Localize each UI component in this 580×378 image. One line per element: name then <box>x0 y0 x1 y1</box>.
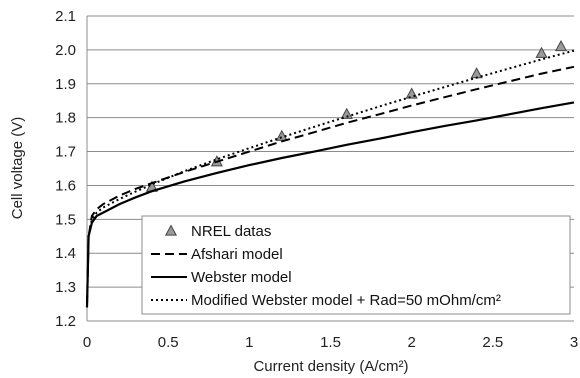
nrel-data-point <box>554 39 568 52</box>
legend-swatch-nrel <box>164 224 178 236</box>
x-tick-label: 2.5 <box>482 334 503 351</box>
legend-label: NREL datas <box>191 223 271 240</box>
y-axis-label: Cell voltage (V) <box>9 117 26 220</box>
y-tick-label: 1.7 <box>55 144 76 161</box>
x-tick-label: 0.5 <box>158 334 179 351</box>
y-tick-labels: 1.2 1.3 1.4 1.5 1.6 1.7 1.8 1.9 2.0 2.1 <box>55 8 76 330</box>
legend-label: Afshari model <box>191 246 283 263</box>
legend-label: Webster model <box>191 269 292 286</box>
x-tick-label: 1 <box>245 334 253 351</box>
afshari-model-line <box>86 65 575 305</box>
y-tick-label: 1.4 <box>55 245 76 262</box>
legend-box <box>141 215 571 315</box>
y-tick-label: 1.3 <box>55 279 76 296</box>
y-tick-label: 1.9 <box>55 76 76 93</box>
x-tick-label: 3 <box>570 334 578 351</box>
x-tick-labels: 0 0.5 1 1.5 2 2.5 3 <box>83 334 578 351</box>
y-tick-label: 2.1 <box>55 8 76 25</box>
legend: NREL datas Afshari model Webster model Modi… <box>141 215 571 315</box>
y-tick-label: 1.2 <box>55 313 76 330</box>
y-tick-label: 1.5 <box>55 211 76 228</box>
x-tick-label: 2 <box>407 334 415 351</box>
nrel-data-point <box>340 107 353 119</box>
y-tick-label: 2.0 <box>55 42 76 59</box>
webster-model-line <box>85 101 575 308</box>
y-tick-label: 1.6 <box>55 177 76 194</box>
series-layer <box>85 39 575 308</box>
nrel-data-point <box>470 67 483 79</box>
y-tick-label: 1.8 <box>55 110 76 127</box>
x-axis-label: Current density (A/cm²) <box>253 358 408 375</box>
x-tick-label: 0 <box>83 334 91 351</box>
nrel-data-point <box>535 46 548 58</box>
legend-label: Modified Webster model + Rad=50 mOhm/cm² <box>191 292 501 309</box>
x-tick-label: 1.5 <box>320 334 341 351</box>
